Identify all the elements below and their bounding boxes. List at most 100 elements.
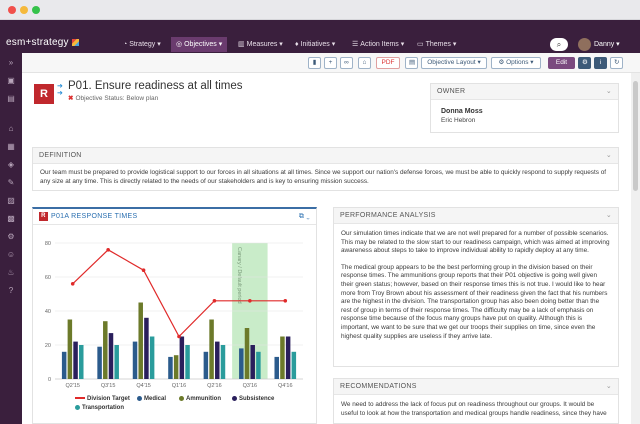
sidebar-item-calendar[interactable]: ▨ (7, 196, 15, 205)
line-swatch (75, 397, 85, 400)
bar-transportation (149, 336, 155, 379)
line-point (283, 299, 288, 303)
window-minimize-button[interactable] (20, 6, 28, 14)
user-menu[interactable]: Danny ▾ (594, 41, 620, 48)
x-tick-label: Q4'15 (136, 383, 151, 389)
y-tick-label: 0 (48, 377, 51, 383)
status-badge: R (34, 84, 54, 104)
refresh-button[interactable]: ↻ (610, 57, 623, 69)
sidebar-item-compass[interactable]: ◈ (7, 160, 15, 169)
bar-medical (61, 351, 67, 379)
line-point (70, 282, 75, 286)
legend-transportation[interactable]: Transportation (75, 405, 124, 411)
chart-panel: R P01A RESPONSE TIMES ⧉ ⌄ Canary / Defaul… (32, 207, 317, 424)
bar-subsistence (144, 317, 149, 379)
sidebar-item-help[interactable]: ? (8, 286, 14, 295)
bar-ammunition (280, 336, 285, 379)
gear-icon: ⚙ (498, 59, 505, 66)
link-button[interactable]: ∞ (340, 57, 353, 69)
performance-text: Our simulation times indicate that we ar… (334, 224, 618, 355)
chevron-down-icon[interactable]: ⌄ (605, 383, 612, 390)
definition-panel: DEFINITION ⌄ Our team must be prepared to… (32, 147, 619, 191)
nav-measures[interactable]: ▥ Measures ▾ (238, 41, 283, 48)
bar-ammunition (209, 319, 214, 379)
bar-subsistence (215, 341, 220, 379)
avatar[interactable] (578, 38, 591, 51)
page-title: P01. Ensure readiness at all times (68, 80, 243, 92)
sidebar-item-reports[interactable]: ▦ (7, 142, 15, 151)
page-scrollbar[interactable] (631, 73, 640, 424)
sidebar-item-briefcase[interactable]: ▩ (7, 214, 15, 223)
add-button[interactable]: + (324, 57, 337, 69)
info-icon: i (599, 59, 602, 66)
list-icon: ☰ (352, 41, 359, 48)
chevron-down-icon[interactable]: ⌄ (605, 212, 612, 219)
y-tick-label: 80 (45, 241, 51, 247)
legend-medical[interactable]: Medical (137, 396, 166, 402)
info-button[interactable]: i (594, 57, 607, 69)
chevron-down-icon[interactable]: ⌄ (605, 88, 612, 95)
sidebar-item-inbox[interactable]: ▤ (7, 94, 15, 103)
pdf-button[interactable]: PDF (376, 57, 400, 69)
refresh-icon: ↻ (614, 59, 620, 66)
window-close-button[interactable] (8, 6, 16, 14)
bar-medical (239, 348, 244, 379)
line-point (248, 299, 252, 303)
print-button[interactable]: ▤ (405, 57, 418, 69)
sidebar-item-home[interactable]: ⌂ (8, 124, 14, 133)
status-x-icon: ✖ (68, 95, 74, 102)
sidebar-item-dashboard[interactable]: ▣ (7, 76, 15, 85)
bar-ammunition (138, 302, 143, 379)
sidebar: » ▣ ▤ ⌂ ▦ ◈ ✎ ▨ ▩ ⚙ ☺ ♨ ? (0, 53, 22, 424)
legend-ammunition[interactable]: Ammunition (179, 396, 221, 402)
recommendations-text: We need to address the lack of focus put… (341, 401, 607, 417)
sidebar-item-alerts[interactable]: ♨ (7, 268, 15, 277)
chart-icon: ▥ (238, 41, 245, 48)
owner-secondary[interactable]: Eric Hebron (441, 117, 476, 124)
window-maximize-button[interactable] (32, 6, 40, 14)
nav-objectives[interactable]: ◎ Objectives ▾ (171, 37, 228, 52)
legend-division-target[interactable]: Division Target (75, 396, 130, 402)
gauge-icon: ◔ (123, 41, 128, 48)
response-times-chart: Canary / Default period 0 20 40 60 80 Q2'15 Q3'… (45, 241, 303, 389)
scroll-thumb[interactable] (633, 81, 638, 191)
header-strip (0, 20, 640, 36)
edit-button[interactable]: Edit (548, 57, 575, 69)
link-icon: ∞ (344, 59, 349, 66)
nav-themes[interactable]: ▭ Themes ▾ (417, 41, 457, 48)
bar-ammunition (244, 328, 250, 379)
sidebar-item-users[interactable]: ☺ (6, 250, 16, 259)
bookmark-button[interactable]: ▮ (308, 57, 321, 69)
search-button[interactable]: ⌕ (550, 38, 568, 51)
external-link-icon[interactable]: ⧉ ⌄ (298, 213, 310, 220)
bar-transportation (185, 345, 190, 379)
chevron-down-icon[interactable]: ⌄ (605, 152, 612, 159)
x-tick-label: Q2'15 (65, 383, 80, 389)
swatch (75, 405, 80, 410)
bar-subsistence (179, 336, 185, 379)
sidebar-item-tools[interactable]: ✎ (7, 178, 15, 187)
nav-strategy[interactable]: ◔ Strategy ▾ (123, 41, 161, 48)
nav-action-items[interactable]: ☰ Action Items ▾ (352, 41, 405, 48)
chart-title[interactable]: P01A RESPONSE TIMES (51, 213, 138, 220)
home-button[interactable]: ⌂ (358, 57, 371, 69)
recommendations-heading: RECOMMENDATIONS ⌄ (334, 379, 618, 395)
gear-icon: ⚙ (582, 59, 588, 66)
trend-arrows-icon: ➜ ➜ (57, 83, 63, 97)
options-dropdown[interactable]: ⚙ Options ▾ (491, 57, 541, 69)
layout-dropdown[interactable]: Objective Layout ▾ (421, 57, 487, 69)
legend-subsistence[interactable]: Subsistence (232, 396, 274, 402)
owner-name[interactable]: Donna Moss (441, 108, 483, 115)
line-point (177, 334, 181, 339)
bar-medical (97, 346, 102, 379)
expand-icon[interactable]: » (8, 58, 14, 67)
plus-icon: + (328, 59, 333, 66)
nav-initiatives[interactable]: ♦ Initiatives ▾ (295, 41, 336, 48)
performance-panel: PERFORMANCE ANALYSIS ⌄ Our simulation tim… (333, 207, 619, 367)
bar-ammunition (173, 355, 179, 379)
settings-button[interactable]: ⚙ (578, 57, 591, 69)
x-tick-label: Q2'16 (207, 383, 222, 389)
app-logo[interactable]: esm+strategy (6, 37, 79, 48)
sidebar-item-settings[interactable]: ⚙ (7, 232, 15, 241)
y-tick-label: 40 (45, 309, 51, 315)
